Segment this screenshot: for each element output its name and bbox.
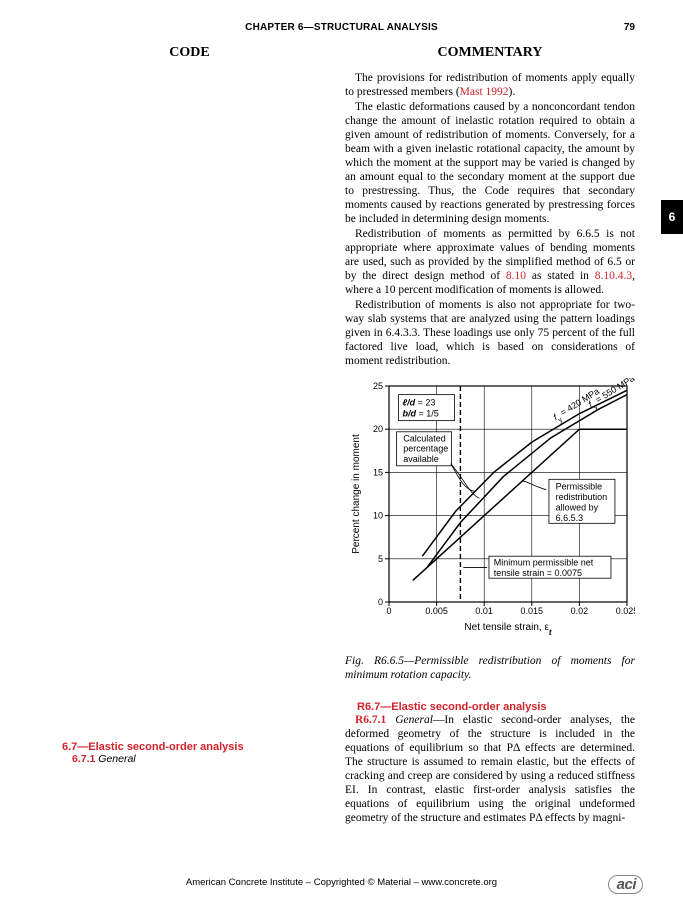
commentary-title: COMMENTARY	[345, 45, 635, 61]
section-6-7-heading: 6.7—Elastic second-order analysis	[62, 741, 317, 753]
svg-text:0.01: 0.01	[475, 606, 493, 616]
svg-text:percentage: percentage	[403, 444, 448, 454]
ref-8-10-4-3: 8.10.4.3	[595, 270, 632, 282]
svg-text:available: available	[403, 454, 439, 464]
para-3: Redistribution of moments as permitted b…	[345, 227, 635, 297]
ref-mast-1992: Mast 1992	[460, 86, 509, 98]
svg-text:5: 5	[378, 554, 383, 564]
svg-text:15: 15	[373, 468, 383, 478]
section-number: 6.7.1	[72, 753, 95, 765]
svg-text:tensile strain = 0.0075: tensile strain = 0.0075	[494, 568, 582, 578]
section-r6-7-heading: R6.7—Elastic second-order analysis	[357, 701, 635, 713]
svg-text:20: 20	[373, 425, 383, 435]
para-2: The elastic deformations caused by a non…	[345, 100, 635, 226]
svg-text:Calculated: Calculated	[403, 434, 446, 444]
svg-text:0.005: 0.005	[425, 606, 448, 616]
svg-text:redistribution: redistribution	[556, 492, 608, 502]
aci-logo-icon: aci	[608, 875, 643, 894]
svg-text:0.02: 0.02	[571, 606, 589, 616]
svg-text:10: 10	[373, 511, 383, 521]
commentary-column: COMMENTARY The provisions for redistribu…	[345, 45, 635, 826]
code-column: CODE 6.7—Elastic second-order analysis 6…	[62, 45, 317, 826]
svg-text:0: 0	[386, 606, 391, 616]
section-general: General	[95, 753, 135, 765]
section-6-7-1: 6.7.1 General	[72, 753, 317, 765]
svg-text:Net tensile strain, εt: Net tensile strain, εt	[464, 622, 552, 637]
chapter-tab: 6	[661, 200, 683, 234]
figure-caption: Fig. R6.6.5—Permissible redistribution o…	[345, 655, 635, 683]
svg-text:fy = 550 MPa: fy = 550 MPa	[587, 378, 635, 412]
svg-text:b/d = 1/5: b/d = 1/5	[403, 409, 439, 419]
svg-text:6.6.5.3: 6.6.5.3	[556, 513, 584, 523]
svg-text:ℓ/d = 23: ℓ/d = 23	[403, 398, 436, 408]
code-title: CODE	[62, 45, 317, 61]
footer-copyright: American Concrete Institute – Copyrighte…	[0, 877, 683, 888]
svg-text:Percent change in moment: Percent change in moment	[351, 434, 362, 554]
para-1: The provisions for redistribution of mom…	[345, 71, 635, 99]
svg-text:25: 25	[373, 381, 383, 391]
svg-text:0: 0	[378, 597, 383, 607]
svg-text:allowed by: allowed by	[556, 503, 599, 513]
svg-text:Permissible: Permissible	[556, 482, 603, 492]
figure-r665-chart: 0 0.005 0.01 0.015 0.02 0.025 0 5 10 15 20 25 ℓ/d = …	[345, 378, 635, 649]
page-number: 79	[624, 22, 635, 33]
para-r671: R6.7.1 General—In elastic second-order a…	[345, 713, 635, 825]
ref-8-10: 8.10	[506, 270, 526, 282]
r671-label: R6.7.1	[355, 714, 395, 726]
chapter-header: CHAPTER 6—STRUCTURAL ANALYSIS	[0, 0, 683, 33]
svg-text:Minimum permissible net: Minimum permissible net	[494, 558, 594, 568]
svg-text:0.025: 0.025	[616, 606, 635, 616]
para-4: Redistribution of moments is also not ap…	[345, 298, 635, 368]
svg-text:0.015: 0.015	[521, 606, 544, 616]
